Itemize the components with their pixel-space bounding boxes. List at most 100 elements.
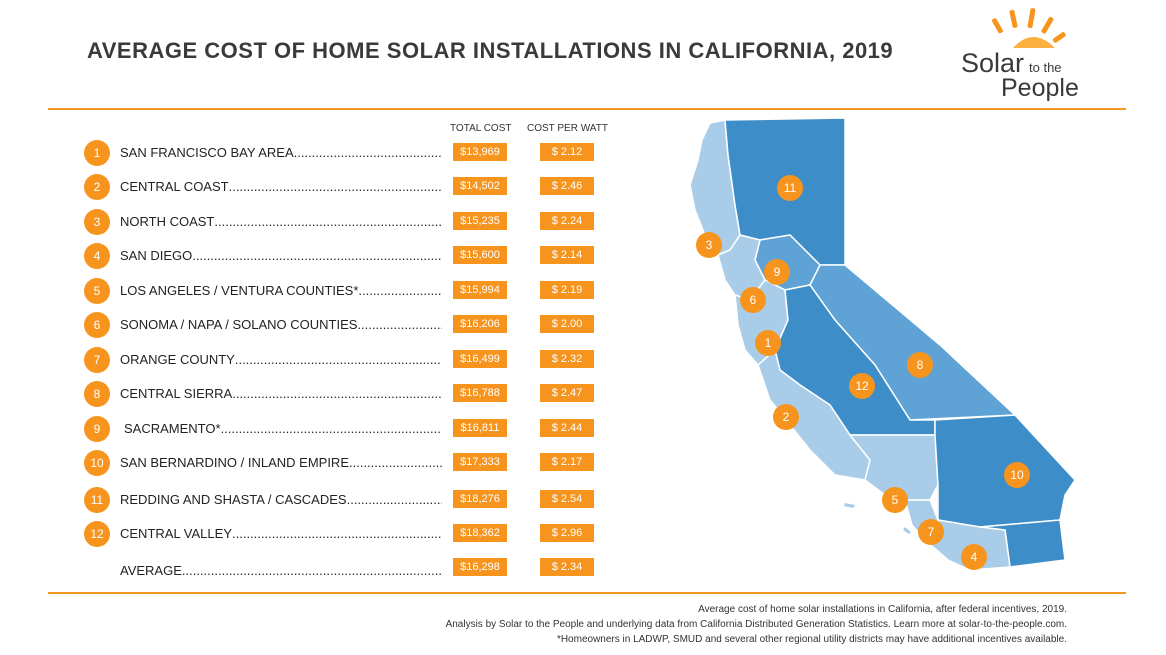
region-number-badge: 9 xyxy=(84,416,110,442)
region-number-badge: 12 xyxy=(84,521,110,547)
map-badge: 12 xyxy=(849,373,875,399)
cost-per-watt-value: $ 2.12 xyxy=(540,143,594,161)
svg-text:2: 2 xyxy=(783,410,790,424)
cost-per-watt-value: $ 2.32 xyxy=(540,350,594,368)
region-row: 4 SAN DIEGO ............................… xyxy=(84,243,604,269)
average-row: $16,298 $ 2.34 xyxy=(84,555,604,581)
region-row: 5 LOS ANGELES / VENTURA COUNTIES* ......… xyxy=(84,278,604,304)
region-name: SACRAMENTO*.............................… xyxy=(124,421,442,436)
footnote-line: Average cost of home solar installations… xyxy=(698,604,1067,615)
region-number-badge: 7 xyxy=(84,347,110,373)
region-number-badge: 11 xyxy=(84,487,110,513)
region-row: 2 CENTRAL COAST ........................… xyxy=(84,174,604,200)
region-number-badge: 2 xyxy=(84,174,110,200)
cost-per-watt-value: $ 2.96 xyxy=(540,524,594,542)
total-cost-value: $15,600 xyxy=(453,246,507,264)
region-row: 7 ORANGE COUNTY.........................… xyxy=(84,347,604,373)
cost-per-watt-header: COST PER WATT xyxy=(527,123,608,134)
bottom-divider xyxy=(48,592,1126,594)
svg-text:4: 4 xyxy=(971,550,978,564)
region-row: 8 CENTRAL SIERRA .......................… xyxy=(84,381,604,407)
map-badge: 2 xyxy=(773,404,799,430)
region-number-badge: 5 xyxy=(84,278,110,304)
cost-per-watt-value: $ 2.46 xyxy=(540,177,594,195)
solar-to-the-people-logo: Solar to the People xyxy=(961,8,1079,102)
average-label: AVERAGE.................................… xyxy=(120,563,442,578)
cost-per-watt-value: $ 2.19 xyxy=(540,281,594,299)
total-cost-value: $18,362 xyxy=(453,524,507,542)
total-cost-value: $16,206 xyxy=(453,315,507,333)
footnote-line: Analysis by Solar to the People and unde… xyxy=(445,619,1067,630)
map-badge: 8 xyxy=(907,352,933,378)
sun-rays-icon xyxy=(992,8,1066,48)
svg-text:12: 12 xyxy=(855,379,869,393)
region-name: SONOMA / NAPA / SOLANO COUNTIES.........… xyxy=(120,317,442,332)
total-cost-value: $15,994 xyxy=(453,281,507,299)
region-number-badge: 3 xyxy=(84,209,110,235)
total-cost-value: $16,811 xyxy=(453,419,507,437)
cost-per-watt-value: $ 2.54 xyxy=(540,490,594,508)
logo-word-solar: Solar xyxy=(961,48,1024,78)
svg-text:1: 1 xyxy=(765,336,772,350)
svg-text:8: 8 xyxy=(917,358,924,372)
cost-per-watt-value: $ 2.17 xyxy=(540,453,594,471)
region-number-badge: 1 xyxy=(84,140,110,166)
cost-per-watt-value: $ 2.47 xyxy=(540,384,594,402)
svg-text:11: 11 xyxy=(784,181,797,195)
cost-per-watt-value: $ 2.14 xyxy=(540,246,594,264)
california-region-map: 11 3 9 6 1 8 12 2 10 5 7 4 xyxy=(689,117,1076,571)
region-number-badge: 10 xyxy=(84,450,110,476)
region-name: CENTRAL COAST ..........................… xyxy=(120,179,442,194)
map-badge: 11 xyxy=(777,175,803,201)
region-row: 6 SONOMA / NAPA / SOLANO COUNTIES.......… xyxy=(84,312,604,338)
map-badge: 9 xyxy=(764,259,790,285)
region-name: LOS ANGELES / VENTURA COUNTIES* ........… xyxy=(120,283,442,298)
region-name: SAN FRANCISCO BAY AREA .................… xyxy=(120,145,442,160)
average-total-cost-value: $16,298 xyxy=(453,558,507,576)
total-cost-value: $16,499 xyxy=(453,350,507,368)
region-name: SAN DIEGO ..............................… xyxy=(120,248,442,263)
map-badge: 10 xyxy=(1004,462,1030,488)
footnote-line: *Homeowners in LADWP, SMUD and several o… xyxy=(556,634,1067,645)
region-number-badge: 6 xyxy=(84,312,110,338)
total-cost-value: $15,235 xyxy=(453,212,507,230)
total-cost-value: $17,333 xyxy=(453,453,507,471)
map-badge: 3 xyxy=(696,232,722,258)
map-badge: 6 xyxy=(740,287,766,313)
svg-text:6: 6 xyxy=(750,293,757,307)
total-cost-header: TOTAL COST xyxy=(450,123,512,134)
region-name: CENTRAL VALLEY .........................… xyxy=(120,526,442,541)
region-name: REDDING AND SHASTA / CASCADES ..........… xyxy=(120,492,442,507)
total-cost-value: $14,502 xyxy=(453,177,507,195)
region-row: 3 NORTH COAST...........................… xyxy=(84,209,604,235)
region-number-badge: 4 xyxy=(84,243,110,269)
map-badge: 7 xyxy=(918,519,944,545)
region-name: CENTRAL SIERRA .........................… xyxy=(120,386,442,401)
region-row: 10 SAN BERNARDINO / INLAND EMPIRE ......… xyxy=(84,450,604,476)
svg-text:7: 7 xyxy=(928,525,935,539)
map-badge: 5 xyxy=(882,487,908,513)
region-name: NORTH COAST.............................… xyxy=(120,214,442,229)
region-row: 9 SACRAMENTO*...........................… xyxy=(84,416,604,442)
map-badge: 4 xyxy=(961,544,987,570)
svg-text:10: 10 xyxy=(1010,468,1024,482)
cost-per-watt-value: $ 2.44 xyxy=(540,419,594,437)
region-name: SAN BERNARDINO / INLAND EMPIRE .........… xyxy=(120,455,442,470)
average-cost-per-watt-value: $ 2.34 xyxy=(540,558,594,576)
top-divider xyxy=(48,108,1126,110)
map-channel-islands xyxy=(844,503,911,534)
total-cost-value: $18,276 xyxy=(453,490,507,508)
map-badge: 1 xyxy=(755,330,781,356)
map-region-sonoma-napa-solano xyxy=(717,234,766,301)
region-row: 1 SAN FRANCISCO BAY AREA ...............… xyxy=(84,140,604,166)
footnotes: Average cost of home solar installations… xyxy=(446,602,1067,647)
cost-per-watt-value: $ 2.24 xyxy=(540,212,594,230)
logo-word-people: People xyxy=(1001,74,1079,102)
total-cost-value: $13,969 xyxy=(453,143,507,161)
total-cost-value: $16,788 xyxy=(453,384,507,402)
svg-text:3: 3 xyxy=(706,238,713,252)
page-title: AVERAGE COST OF HOME SOLAR INSTALLATIONS… xyxy=(87,38,894,63)
svg-text:9: 9 xyxy=(774,265,781,279)
region-number-badge: 8 xyxy=(84,381,110,407)
cost-per-watt-value: $ 2.00 xyxy=(540,315,594,333)
